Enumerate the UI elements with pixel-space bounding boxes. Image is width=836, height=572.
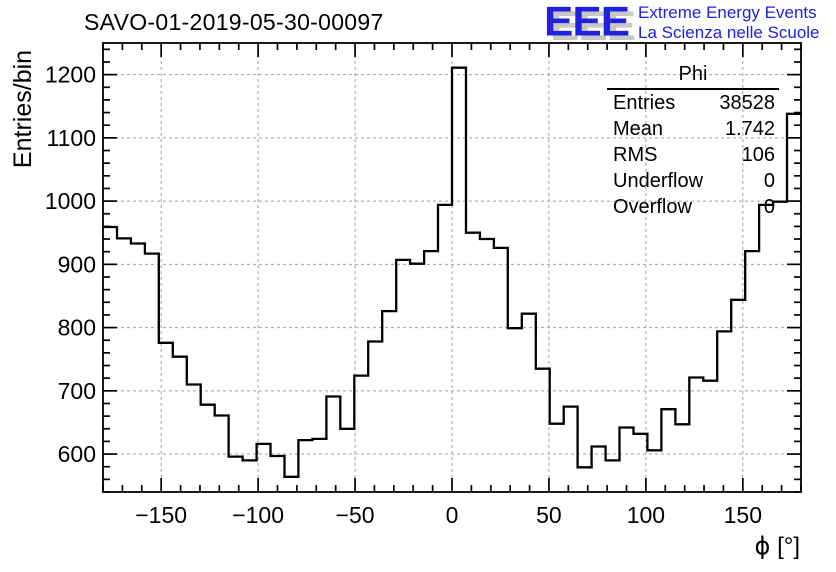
axis-frame [102,42,802,493]
stats-value: 38528 [719,92,775,114]
eee-logo-line1: Extreme Energy Events [638,3,817,22]
y-tick-label: 900 [58,251,96,277]
x-tick-label: 0 [446,502,459,528]
y-tick-label: 1100 [47,125,96,151]
stats-box: Phi Entries 38528 Mean 1.742 RMS 106 Underflow… [607,62,779,220]
page-title: SAVO-01-2019-05-30-00097 [84,9,384,35]
x-axis-units: [°] [777,533,800,560]
phi-symbol: ϕ [754,532,771,560]
stats-row-entries: Entries 38528 [607,90,779,116]
stats-rows: Entries 38528 Mean 1.742 RMS 106 Underflow 0 Ove… [607,90,779,220]
stats-label: Overflow [613,196,692,218]
stats-row-rms: RMS 106 [607,142,779,168]
stats-label: Underflow [613,170,704,192]
x-tick-label: −100 [232,502,284,528]
stats-row-mean: Mean 1.742 [607,116,779,142]
y-tick-label: 800 [58,315,96,341]
stats-value: 106 [741,144,775,166]
x-axis-title: ϕ [°] [755,532,800,561]
x-tick-label: 150 [724,502,762,528]
stats-label: Entries [613,92,676,114]
eee-logo: EEE Extreme Energy Events La Scienza nel… [544,1,820,43]
stats-label: RMS [613,144,658,166]
stats-label: Mean [613,118,664,140]
x-tick-label: −150 [135,502,187,528]
eee-logo-line2: La Scienza nelle Scuole [638,23,820,42]
stats-value: 0 [763,170,775,192]
y-tick-label: 600 [58,441,96,467]
x-tick-label: 50 [536,502,562,528]
histogram-line [103,66,801,478]
eee-logo-letters: EEE [544,0,630,45]
stats-value: 1.742 [724,118,775,140]
x-tick-label: −50 [336,502,375,528]
y-tick-label: 700 [58,378,96,404]
stats-row-overflow: Overflow 0 [607,194,779,220]
y-tick-label: 1000 [45,188,96,214]
x-tick-label: 100 [627,502,665,528]
y-axis-title: Entries/bin [9,49,37,169]
stats-box-title: Phi [607,62,779,90]
stats-value: 0 [763,196,775,218]
eee-logo-text: Extreme Energy Events La Scienza nelle S… [638,1,819,43]
stats-row-underflow: Underflow 0 [607,168,779,194]
y-tick-label: 1200 [45,62,96,88]
